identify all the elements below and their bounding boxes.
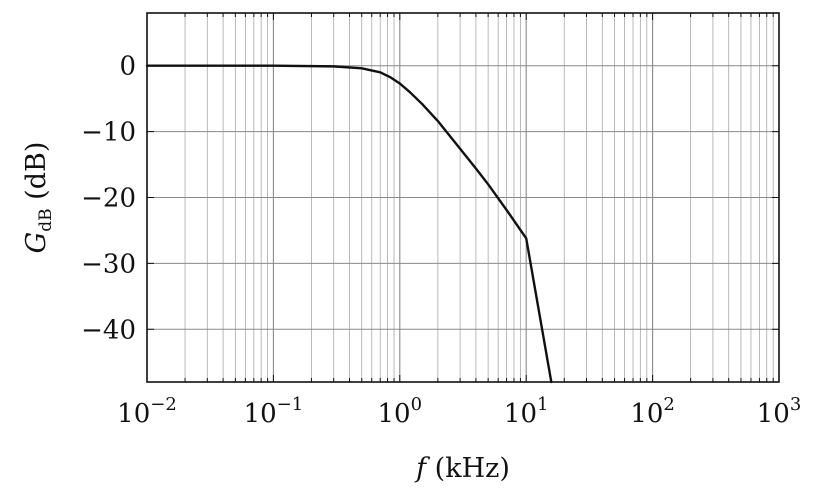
x-tick-label-base: 10	[378, 399, 411, 429]
y-tick-label: −10	[81, 118, 136, 148]
x-tick-label-base: 10	[630, 399, 663, 429]
series-layer	[145, 64, 553, 384]
x-tick-label: 102	[630, 394, 675, 429]
y-tick-label: −40	[81, 315, 136, 345]
x-tick-label-exponent: 2	[663, 394, 674, 415]
y-tick-labels: 0 −10 −20 −30 −40	[81, 52, 136, 346]
x-tick-labels: 10−2 10−1 100 101 102 103	[117, 394, 801, 429]
x-tick-label: 10−1	[244, 394, 304, 429]
y-tick-label: 0	[119, 52, 136, 82]
x-tick-label-exponent: 1	[537, 394, 548, 415]
x-tick-label: 10−2	[117, 394, 177, 429]
x-tick-label-exponent: −1	[277, 394, 304, 415]
x-tick-label-exponent: 3	[790, 394, 801, 415]
x-tick-label: 103	[757, 394, 802, 429]
y-tick-label: −20	[81, 184, 136, 214]
x-tick-label-base: 10	[504, 399, 537, 429]
y-axis-label-subscript: dB	[36, 208, 56, 231]
grid	[146, 13, 779, 382]
y-axis-label-symbol: G	[21, 232, 52, 254]
plot-frame	[146, 12, 780, 383]
x-tick-label: 101	[504, 394, 549, 429]
x-axis-label-unit: (kHz)	[426, 453, 510, 484]
x-axis-label-symbol: f	[414, 453, 430, 484]
x-tick-label-exponent: 0	[411, 394, 422, 415]
y-tick-label: −30	[81, 249, 136, 279]
y-axis-label-unit: (dB)	[21, 142, 52, 209]
x-tick-label-base: 10	[757, 399, 790, 429]
y-axis-label: GdB (dB)	[21, 142, 56, 254]
x-tick-label-base: 10	[117, 399, 150, 429]
x-tick-label-base: 10	[244, 399, 277, 429]
x-axis-label: f (kHz)	[414, 453, 510, 484]
series-line	[145, 64, 553, 384]
x-tick-label-exponent: −2	[150, 394, 177, 415]
x-tick-label: 100	[378, 394, 423, 429]
